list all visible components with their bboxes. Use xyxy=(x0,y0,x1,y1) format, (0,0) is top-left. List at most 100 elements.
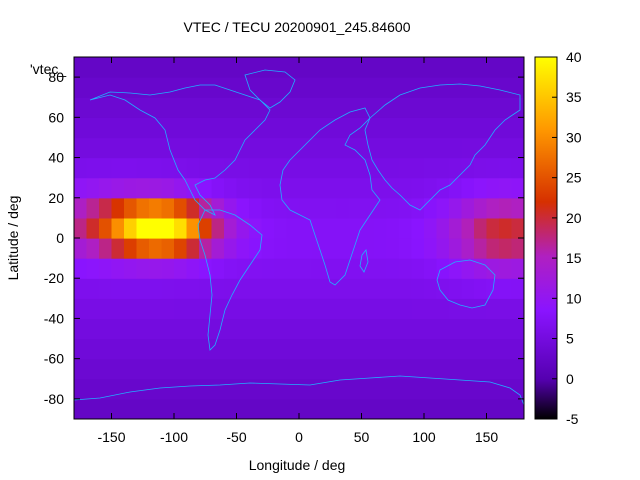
heatmap-cell xyxy=(399,217,413,239)
heatmap-cell xyxy=(511,57,524,78)
heatmap-cell xyxy=(461,177,475,199)
heatmap-cell xyxy=(99,117,113,139)
heatmap-cell xyxy=(174,258,188,279)
heatmap-cell xyxy=(324,238,338,259)
heatmap-cell xyxy=(261,318,275,340)
colorbar xyxy=(534,56,558,420)
heatmap-cell xyxy=(486,258,500,279)
heatmap-cell xyxy=(499,197,513,219)
heatmap-cell xyxy=(86,398,100,419)
heatmap-cell xyxy=(436,358,450,380)
heatmap-cell xyxy=(361,137,375,159)
heatmap-cell xyxy=(149,137,163,159)
heatmap-cell xyxy=(386,217,400,239)
heatmap-cell xyxy=(274,197,288,219)
heatmap-cell xyxy=(174,137,188,159)
heatmap-cell xyxy=(449,378,463,400)
heatmap-cell xyxy=(124,217,138,239)
heatmap-cell xyxy=(149,177,163,199)
heatmap-cell xyxy=(349,177,363,199)
heatmap-cell xyxy=(324,77,338,98)
heatmap-cell xyxy=(411,137,425,159)
heatmap-cell xyxy=(386,197,400,219)
heatmap-cell xyxy=(136,77,150,98)
heatmap-cell xyxy=(324,57,338,78)
heatmap-cell xyxy=(399,97,413,118)
heatmap-cell xyxy=(236,258,250,279)
heatmap-cell xyxy=(374,398,388,419)
heatmap-cell xyxy=(261,177,275,199)
heatmap-cell xyxy=(374,378,388,400)
heatmap-cell xyxy=(499,57,513,78)
heatmap-cell xyxy=(461,338,475,360)
heatmap-cell xyxy=(286,238,300,259)
heatmap-cell xyxy=(436,97,450,118)
heatmap-cell xyxy=(324,197,338,219)
heatmap-cell xyxy=(449,318,463,340)
heatmap-cell xyxy=(149,217,163,239)
heatmap-cell xyxy=(74,398,88,419)
heatmap-cell xyxy=(499,177,513,199)
heatmap-cell xyxy=(499,117,513,139)
heatmap-cell xyxy=(486,197,500,219)
heatmap-cell xyxy=(249,197,263,219)
heatmap-cell xyxy=(324,217,338,239)
heatmap-cell xyxy=(436,298,450,320)
heatmap-cell xyxy=(174,378,188,400)
heatmap-cell xyxy=(111,117,125,139)
heatmap-cell xyxy=(474,398,488,419)
heatmap-cell xyxy=(274,77,288,98)
heatmap-cell xyxy=(336,338,350,360)
heatmap-cell xyxy=(286,258,300,279)
heatmap-cell xyxy=(236,97,250,118)
heatmap-cell xyxy=(186,398,200,419)
heatmap-cell xyxy=(149,358,163,380)
heatmap-cell xyxy=(161,298,175,320)
heatmap-cell xyxy=(99,358,113,380)
heatmap-cell xyxy=(386,157,400,179)
heatmap-cell xyxy=(411,358,425,380)
heatmap-cell xyxy=(86,338,100,360)
heatmap-cell xyxy=(299,157,313,179)
heatmap-cell xyxy=(374,137,388,159)
heatmap-cell xyxy=(349,117,363,139)
heatmap-cell xyxy=(86,358,100,380)
heatmap-cell xyxy=(111,258,125,279)
heatmap-cell xyxy=(424,258,438,279)
heatmap-cell xyxy=(349,197,363,219)
heatmap-cell xyxy=(336,278,350,299)
heatmap-cell xyxy=(136,378,150,400)
heatmap-cell xyxy=(399,137,413,159)
heatmap-cell xyxy=(124,298,138,320)
heatmap-cell xyxy=(211,238,225,259)
heatmap-cell xyxy=(174,398,188,419)
heatmap-cell xyxy=(224,157,238,179)
heatmap-cell xyxy=(149,298,163,320)
heatmap-cell xyxy=(74,238,88,259)
heatmap-cell xyxy=(236,398,250,419)
heatmap-cell xyxy=(461,378,475,400)
heatmap-cell xyxy=(486,298,500,320)
heatmap-cell xyxy=(149,378,163,400)
heatmap-cell xyxy=(461,137,475,159)
colorbar-tick-label: 40 xyxy=(566,49,582,65)
heatmap-cell xyxy=(249,117,263,139)
heatmap-cell xyxy=(149,117,163,139)
heatmap-cell xyxy=(411,278,425,299)
heatmap-cell xyxy=(261,238,275,259)
heatmap-cell xyxy=(436,398,450,419)
colorbar-tick-label: 10 xyxy=(566,290,582,306)
heatmap-cell xyxy=(336,398,350,419)
heatmap-cell xyxy=(411,97,425,118)
heatmap-cell xyxy=(311,217,325,239)
heatmap-cell xyxy=(111,77,125,98)
heatmap-cell xyxy=(236,217,250,239)
heatmap-cell xyxy=(474,77,488,98)
colorbar-tick-label: 0 xyxy=(566,371,574,387)
heatmap-cell xyxy=(86,117,100,139)
heatmap-cell xyxy=(386,97,400,118)
heatmap-cell xyxy=(111,398,125,419)
heatmap-cell xyxy=(424,378,438,400)
heatmap-cell xyxy=(411,197,425,219)
heatmap-cell xyxy=(161,358,175,380)
